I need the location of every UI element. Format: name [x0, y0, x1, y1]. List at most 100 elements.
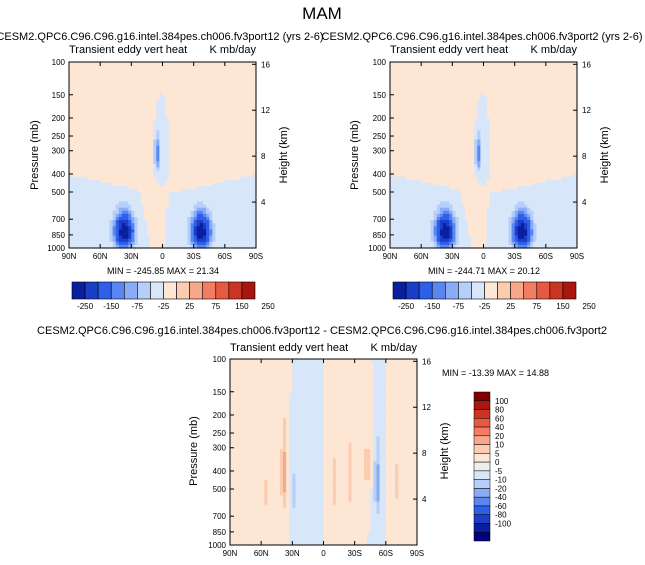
- heatmap-cell: [153, 201, 157, 206]
- heatmap-cell: [221, 226, 226, 230]
- heatmap-cell: [159, 62, 164, 66]
- heatmap-cell: [455, 96, 460, 100]
- heatmap-cell: [480, 111, 485, 116]
- heatmap-cell: [199, 93, 204, 97]
- heatmap-cell: [159, 195, 164, 199]
- heatmap-cell: [218, 102, 223, 106]
- heatmap-cell: [146, 127, 151, 131]
- heatmap-cell: [156, 89, 160, 94]
- heatmap-cell: [209, 198, 213, 203]
- heatmap-cell: [517, 127, 522, 131]
- heatmap-cell: [178, 220, 182, 224]
- heatmap-cell: [100, 108, 104, 113]
- heatmap-cell: [153, 192, 157, 196]
- heatmap-cell: [421, 114, 425, 119]
- heatmap-cell: [221, 213, 226, 218]
- heatmap-cell: [396, 68, 400, 72]
- heatmap-cell: [174, 148, 179, 153]
- heatmap-cell: [162, 145, 167, 150]
- heatmap-cell: [573, 68, 578, 72]
- heatmap-cell: [131, 111, 136, 116]
- heatmap-cell: [143, 133, 148, 137]
- heatmap-cell: [393, 127, 397, 131]
- heatmap-cell: [165, 241, 170, 246]
- heatmap-cell: [103, 151, 107, 156]
- heatmap-cell: [168, 151, 173, 156]
- heatmap-cell: [134, 164, 139, 168]
- heatmap-cell: [196, 241, 201, 246]
- heatmap-cell: [442, 93, 447, 97]
- heatmap-cell: [209, 108, 213, 113]
- heatmap-cell: [168, 77, 173, 82]
- heatmap-cell: [418, 80, 422, 85]
- heatmap-cell: [227, 213, 232, 218]
- heatmap-cell: [69, 89, 73, 94]
- heatmap-cell: [78, 235, 83, 240]
- heatmap-cell: [171, 186, 176, 190]
- heatmap-cell: [396, 117, 400, 122]
- heatmap-cell: [455, 99, 460, 103]
- heatmap-cell: [162, 65, 167, 69]
- heatmap-cell: [103, 133, 107, 137]
- heatmap-cell: [178, 241, 182, 246]
- heatmap-cell: [75, 244, 79, 249]
- heatmap-cell: [106, 161, 111, 165]
- heatmap-cell: [115, 80, 120, 85]
- heatmap-cell: [414, 74, 419, 79]
- heatmap-cell: [402, 114, 407, 119]
- heatmap-cell: [545, 93, 550, 97]
- heatmap-cell: [190, 167, 195, 172]
- heatmap-cell: [87, 105, 92, 110]
- heatmap-cell: [218, 65, 223, 69]
- heatmap-cell: [199, 145, 204, 150]
- colorbar-swatch: [176, 281, 190, 300]
- heatmap-cell: [246, 93, 251, 97]
- heatmap-cell: [396, 124, 400, 128]
- heatmap-cell: [495, 127, 500, 131]
- heatmap-cell: [159, 136, 164, 141]
- heatmap-cell: [131, 99, 136, 103]
- heatmap-cell: [125, 62, 129, 66]
- heatmap-cell: [555, 120, 559, 125]
- heatmap-cell: [159, 164, 164, 168]
- heatmap-cell: [452, 114, 457, 119]
- heatmap-cell: [196, 139, 201, 144]
- heatmap-cell: [72, 105, 76, 110]
- heatmap-cell: [156, 136, 160, 141]
- heatmap-cell: [495, 86, 500, 91]
- heatmap-cell: [112, 120, 117, 125]
- heatmap-cell: [150, 226, 154, 230]
- heatmap-cell: [240, 139, 245, 144]
- heatmap-cell: [193, 142, 198, 147]
- heatmap-cell: [477, 62, 481, 66]
- heatmap-cell: [196, 77, 201, 82]
- heatmap-cell: [486, 80, 491, 85]
- heatmap-cell: [474, 96, 478, 100]
- y2-tick-label: 4: [261, 198, 266, 207]
- heatmap-cell: [246, 232, 251, 237]
- heatmap-cell: [224, 102, 229, 106]
- heatmap-cell: [165, 86, 170, 91]
- heatmap-cell: [174, 186, 179, 190]
- heatmap-cell: [464, 68, 469, 72]
- heatmap-cell: [199, 244, 204, 249]
- heatmap-cell: [100, 89, 104, 94]
- heatmap-cell: [75, 102, 79, 106]
- heatmap-cell: [231, 176, 235, 181]
- heatmap-cell: [106, 158, 111, 162]
- heatmap-cell: [489, 105, 494, 110]
- heatmap-cell: [168, 133, 173, 137]
- heatmap-cell: [109, 111, 114, 116]
- heatmap-cell: [140, 77, 145, 82]
- heatmap-cell: [492, 86, 497, 91]
- heatmap-cell: [146, 96, 151, 100]
- heatmap-cell: [555, 80, 559, 85]
- heatmap-cell: [131, 142, 136, 147]
- heatmap-cell: [171, 102, 176, 106]
- heatmap-cell: [78, 179, 83, 184]
- heatmap-cell: [190, 93, 195, 97]
- heatmap-cell: [90, 120, 95, 125]
- heatmap-cell: [165, 139, 170, 144]
- heatmap-cell: [84, 124, 89, 128]
- heatmap-cell: [206, 145, 210, 150]
